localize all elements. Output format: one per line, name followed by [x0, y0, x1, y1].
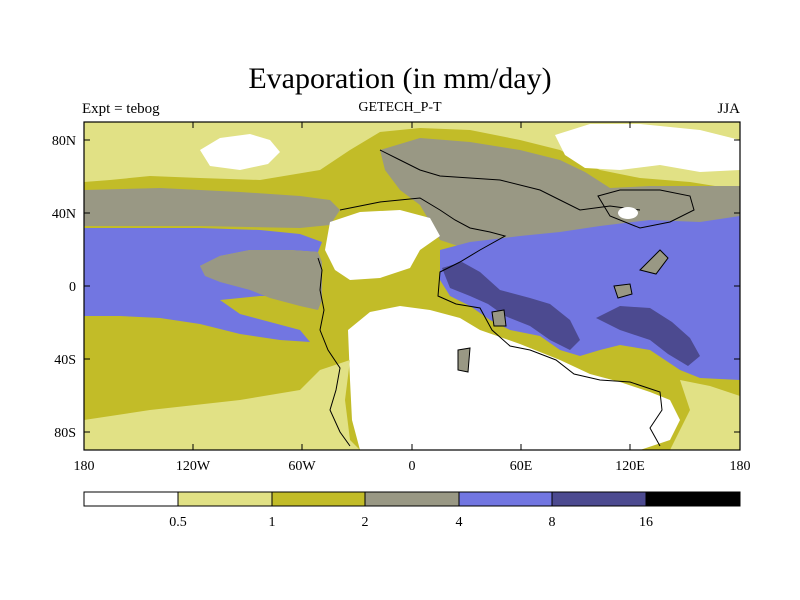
- lon-label-120w: 120W: [176, 459, 211, 474]
- colorbar-label-8: 8: [549, 515, 556, 530]
- lon-label-180w: 180: [74, 459, 95, 474]
- colorbar-box-3: [364, 491, 460, 507]
- colorbar-box-1: [177, 491, 273, 507]
- colorbar-label-0-5: 0.5: [169, 515, 187, 530]
- island-tethys-small: [613, 283, 633, 299]
- field-africa-white: [325, 210, 440, 280]
- coast-north: [379, 149, 641, 211]
- colorbar-label-2: 2: [362, 515, 369, 530]
- lon-label-180e: 180: [730, 459, 751, 474]
- season-label: JJA: [717, 101, 740, 117]
- lat-label-40n: 40N: [52, 207, 76, 222]
- lon-label-60e: 60E: [510, 459, 533, 474]
- field-arctic-white: [200, 134, 280, 170]
- island-tethys-east: [639, 249, 669, 275]
- field-pacific-high: [84, 228, 322, 342]
- colorbar-label-4: 4: [456, 515, 463, 530]
- lon-label-120e: 120E: [615, 459, 645, 474]
- field-eastern-very-high: [596, 306, 700, 366]
- field-ne-sea-white: [618, 207, 638, 219]
- lat-label-80s: 80S: [54, 426, 76, 441]
- field-pacific-grey: [200, 250, 322, 310]
- coast-africa-europe: [339, 197, 663, 447]
- lat-axis: 80N 40N 0 40S 80S: [52, 134, 740, 441]
- islands: [457, 249, 669, 373]
- field-south-light: [84, 360, 360, 450]
- coastlines: [317, 149, 695, 447]
- colorbar-label-16: 16: [639, 515, 653, 530]
- colorbar-box-2: [271, 491, 366, 507]
- colorbar: 0.5 1 2 4 8 16: [83, 491, 741, 530]
- lon-label-60w: 60W: [288, 459, 316, 474]
- coast-ne-sea: [597, 189, 695, 229]
- island-atlantic: [491, 309, 507, 327]
- colorbar-box-4: [458, 491, 553, 507]
- field-gondwana-white: [348, 306, 680, 450]
- field-ne-white: [555, 124, 740, 172]
- colorbar-label-1: 1: [269, 515, 276, 530]
- lat-label-0: 0: [69, 280, 76, 295]
- island-south: [457, 347, 471, 373]
- map-subtitle: GETECH_P-T: [358, 100, 442, 115]
- colorbar-box-0: [83, 491, 179, 507]
- lon-label-0: 0: [409, 459, 416, 474]
- field-se-light: [670, 380, 740, 450]
- experiment-label: Expt = tebog: [82, 101, 160, 117]
- lon-axis: 180 120W 60W 0 60E 120E 180: [74, 122, 751, 474]
- colorbar-box-6: [645, 491, 741, 507]
- lat-label-40s: 40S: [54, 353, 76, 368]
- field-indian-very-high: [442, 262, 580, 350]
- field-grey-40n-west: [84, 188, 340, 228]
- coast-americas: [317, 257, 351, 447]
- lat-label-80n: 80N: [52, 134, 76, 149]
- colorbar-box-5: [551, 491, 647, 507]
- map-title: Evaporation (in mm/day): [248, 62, 552, 95]
- map-plot-area: [84, 122, 740, 450]
